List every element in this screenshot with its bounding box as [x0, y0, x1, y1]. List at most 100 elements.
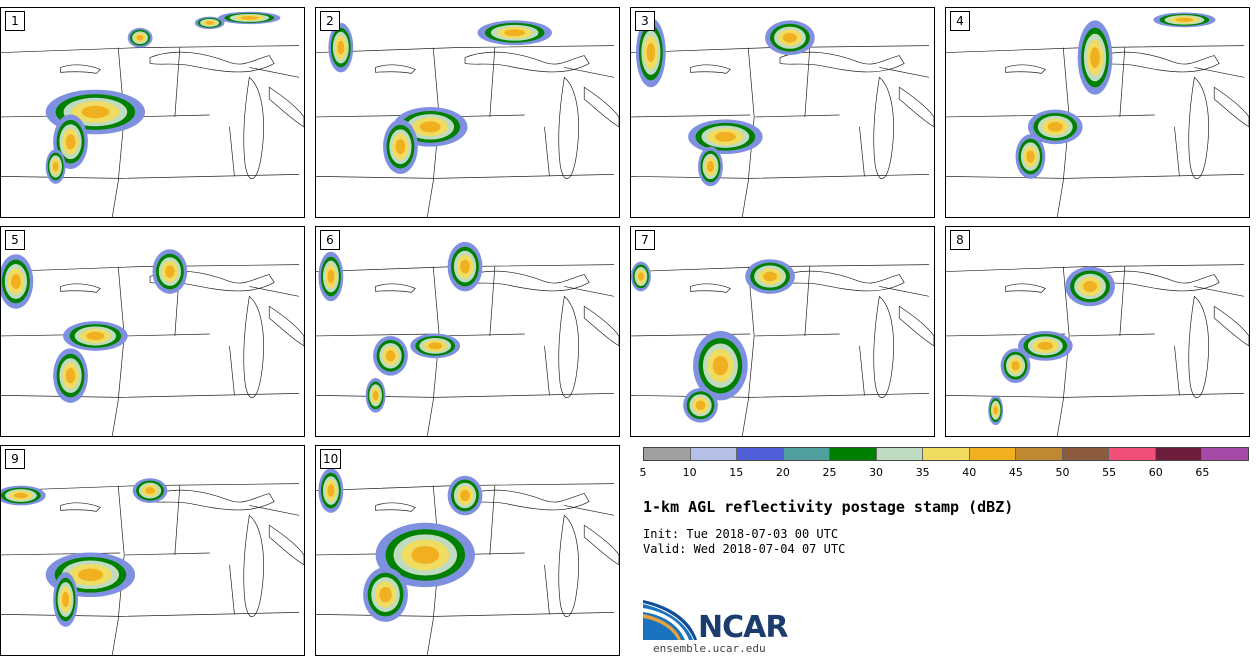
member-panel-6: 6	[315, 226, 620, 437]
state-boundary	[1194, 286, 1245, 297]
state-boundary	[1070, 114, 1155, 118]
reflectivity-cell	[1026, 150, 1035, 163]
colorbar-tick-label: 60	[1148, 466, 1163, 479]
reflectivity-cell	[337, 40, 345, 55]
member-label: 7	[635, 230, 655, 250]
member-panel-2: 2	[315, 7, 620, 218]
lake-outline	[375, 64, 416, 74]
lake-outline	[149, 489, 275, 511]
lake-outline	[1213, 305, 1249, 347]
reflectivity-cell	[419, 121, 441, 133]
ncar-logo-icon	[643, 600, 697, 640]
state-boundary	[755, 114, 840, 118]
lake-outline	[583, 305, 619, 347]
colorbar-swatch	[1016, 448, 1063, 460]
state-boundary	[1, 264, 300, 272]
state-boundary	[946, 264, 1245, 272]
state-boundary	[544, 345, 550, 396]
state-boundary	[544, 564, 550, 615]
state-boundary	[564, 67, 615, 78]
colorbar-tick-label: 10	[682, 466, 697, 479]
state-boundary	[1, 45, 300, 53]
reflectivity-cell	[460, 259, 470, 274]
state-boundary	[859, 126, 865, 177]
lake-outline	[690, 64, 731, 74]
base-map	[631, 259, 934, 436]
lake-outline	[558, 514, 579, 617]
base-map	[946, 12, 1249, 217]
state-boundary	[946, 393, 1245, 398]
lake-outline	[268, 524, 304, 566]
reflectivity-cell	[86, 331, 105, 341]
state-boundary	[1119, 47, 1126, 117]
reflectivity-cell	[782, 32, 797, 43]
colorbar-tick-label: 25	[822, 466, 837, 479]
lake-outline	[243, 295, 264, 398]
base-map	[1, 249, 304, 436]
reflectivity-cell	[372, 390, 379, 401]
reflectivity-cell	[136, 34, 144, 41]
reflectivity-cell	[993, 406, 998, 415]
lake-outline	[558, 76, 579, 179]
lake-outline	[60, 502, 101, 512]
state-boundary	[125, 333, 210, 337]
state-boundary	[631, 393, 930, 398]
state-boundary	[229, 564, 235, 615]
lake-outline	[149, 51, 275, 73]
state-boundary	[879, 67, 930, 78]
lake-outline	[268, 86, 304, 128]
lake-outline	[375, 283, 416, 293]
member-label: 8	[950, 230, 970, 250]
colorbar-swatch	[876, 448, 924, 460]
reflectivity-cell	[145, 487, 155, 495]
member-label: 4	[950, 11, 970, 31]
colorbar-swatch	[690, 448, 738, 460]
base-map	[631, 17, 934, 217]
lake-outline	[1094, 270, 1220, 292]
state-boundary	[1, 174, 300, 179]
state-boundary	[859, 345, 865, 396]
colorbar-tick-label: 45	[1008, 466, 1023, 479]
lake-outline	[268, 305, 304, 347]
lake-outline	[60, 283, 101, 293]
state-boundary	[631, 114, 751, 118]
member-panel-7: 7	[630, 226, 935, 437]
reflectivity-cell	[240, 16, 259, 20]
lake-outline	[558, 295, 579, 398]
state-boundary	[426, 266, 440, 436]
reflectivity-cell	[62, 591, 70, 608]
lake-outline	[779, 270, 905, 292]
colorbar-swatch	[923, 448, 970, 460]
reflectivity-cell	[395, 139, 406, 155]
ncar-wordmark: NCAR	[698, 610, 788, 645]
colorbar-swatch	[830, 448, 877, 460]
colorbar-tick-label: 55	[1102, 466, 1117, 479]
state-boundary	[174, 485, 181, 555]
state-boundary	[1070, 333, 1155, 337]
reflectivity-cell	[460, 489, 470, 502]
reflectivity-cell	[1047, 122, 1063, 132]
lake-outline	[1005, 283, 1046, 293]
reflectivity-cell	[327, 484, 335, 497]
colorbar-swatch	[1062, 448, 1110, 460]
lake-outline	[898, 305, 934, 347]
state-boundary	[229, 345, 235, 396]
state-boundary	[111, 266, 125, 436]
lake-outline	[1188, 76, 1209, 179]
lake-outline	[779, 51, 905, 73]
lake-outline	[243, 514, 264, 617]
reflectivity-cell	[638, 272, 644, 281]
colorbar-swatch	[969, 448, 1017, 460]
state-boundary	[946, 174, 1245, 179]
colorbar-tick-label: 35	[915, 466, 930, 479]
reflectivity-cell	[428, 342, 443, 350]
state-boundary	[426, 47, 440, 217]
state-boundary	[1, 393, 300, 398]
reflectivity-cell	[385, 350, 396, 362]
colorbar-swatch	[783, 448, 831, 460]
lake-outline	[60, 64, 101, 74]
state-boundary	[489, 266, 496, 336]
colorbar-swatch	[1202, 448, 1248, 460]
reflectivity-cell	[712, 355, 729, 376]
lake-outline	[464, 489, 590, 511]
